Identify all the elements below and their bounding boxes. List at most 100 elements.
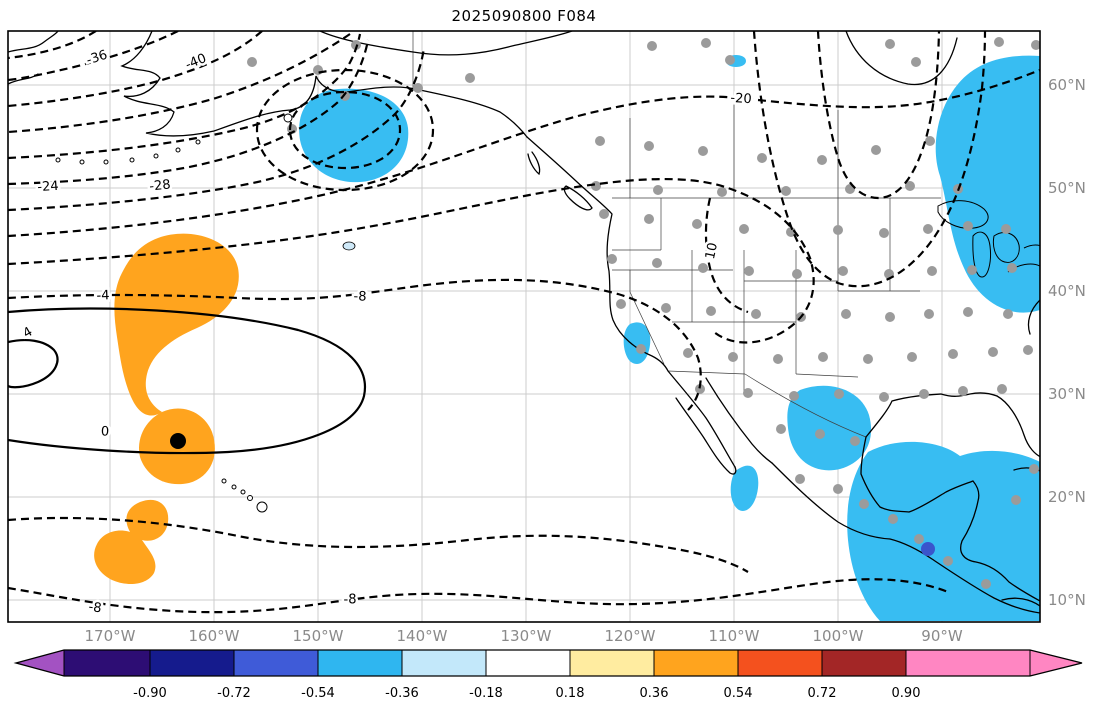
lon-tick-label: 90°W bbox=[921, 627, 963, 645]
negative-shading bbox=[730, 465, 759, 511]
island bbox=[231, 484, 237, 490]
station-dot bbox=[717, 187, 727, 197]
dashed-contour bbox=[8, 31, 97, 60]
island bbox=[256, 501, 268, 513]
negative-shading bbox=[623, 322, 651, 365]
station-dot bbox=[644, 214, 654, 224]
station-dot bbox=[1007, 263, 1017, 273]
dashed-contour bbox=[8, 177, 815, 344]
contour-label: -8 bbox=[353, 289, 366, 304]
island bbox=[79, 159, 85, 165]
lon-tick-label: 150°W bbox=[293, 627, 344, 645]
contour-label: -4 bbox=[96, 288, 109, 303]
station-dot bbox=[834, 389, 844, 399]
station-dot bbox=[994, 37, 1004, 47]
colorbar-tick-label: -0.18 bbox=[469, 686, 503, 701]
island bbox=[195, 139, 201, 145]
lake-outline bbox=[937, 200, 989, 229]
station-dot bbox=[914, 534, 924, 544]
island bbox=[103, 159, 109, 165]
station-dot bbox=[981, 579, 991, 589]
station-dot bbox=[815, 429, 825, 439]
station-dot bbox=[943, 556, 953, 566]
contour-label: 10 bbox=[703, 241, 721, 260]
station-dot bbox=[838, 266, 848, 276]
blue-dot-marker bbox=[921, 542, 935, 556]
station-dot bbox=[247, 57, 257, 67]
station-dot bbox=[692, 219, 702, 229]
station-dot bbox=[661, 303, 671, 313]
contour-label: -28 bbox=[149, 177, 172, 194]
station-dot bbox=[607, 254, 617, 264]
station-dot bbox=[818, 352, 828, 362]
contour-label: -36 bbox=[85, 48, 110, 69]
lat-tick-label: 10°N bbox=[1048, 591, 1086, 609]
lon-tick-label: 140°W bbox=[397, 627, 448, 645]
station-dot bbox=[1003, 309, 1013, 319]
station-dot bbox=[757, 153, 767, 163]
station-dot bbox=[907, 352, 917, 362]
station-dot bbox=[919, 389, 929, 399]
colorbar-band bbox=[738, 650, 822, 676]
station-dot bbox=[776, 424, 786, 434]
station-dot bbox=[792, 269, 802, 279]
colorbar-right-arrow bbox=[1030, 650, 1082, 676]
lon-tick-label: 120°W bbox=[605, 627, 656, 645]
dashed-contour bbox=[8, 31, 263, 108]
dashed-contour bbox=[8, 39, 370, 186]
station-dot bbox=[701, 38, 711, 48]
dashed-contour bbox=[816, 31, 941, 200]
dashed-contour bbox=[255, 68, 435, 192]
negative-shading bbox=[847, 441, 1040, 621]
station-dot bbox=[751, 309, 761, 319]
colorbar-left-arrow bbox=[16, 650, 64, 676]
station-dot bbox=[879, 392, 889, 402]
station-dot bbox=[911, 57, 921, 67]
dashed-contour bbox=[8, 578, 949, 614]
dashed-contour bbox=[8, 33, 362, 160]
station-dot bbox=[616, 299, 626, 309]
colorbar-tick-label: 0.72 bbox=[808, 686, 837, 701]
lon-tick-label: 110°W bbox=[709, 627, 760, 645]
colorbar-tick-label: 0.18 bbox=[556, 686, 585, 701]
station-dot bbox=[988, 347, 998, 357]
station-dot bbox=[948, 349, 958, 359]
lat-tick-label: 60°N bbox=[1048, 76, 1086, 94]
station-dot bbox=[743, 388, 753, 398]
station-dot bbox=[1023, 345, 1033, 355]
dashed-contour bbox=[8, 68, 1040, 238]
station-dot bbox=[351, 40, 361, 50]
island bbox=[153, 153, 159, 159]
station-dot bbox=[1031, 40, 1040, 50]
station-dot bbox=[706, 306, 716, 316]
dashed-contour bbox=[288, 90, 402, 170]
station-dot bbox=[698, 146, 708, 156]
island bbox=[129, 157, 135, 163]
colorbar-band bbox=[822, 650, 906, 676]
station-dot bbox=[595, 136, 605, 146]
contour-label: 0 bbox=[101, 424, 110, 439]
station-dot bbox=[744, 266, 754, 276]
negative-shading bbox=[787, 385, 872, 471]
island bbox=[240, 489, 246, 495]
colorbar-band bbox=[318, 650, 402, 676]
station-dot bbox=[465, 73, 475, 83]
station-dot bbox=[841, 309, 851, 319]
lat-tick-label: 40°N bbox=[1048, 282, 1086, 300]
lat-tick-label: 50°N bbox=[1048, 179, 1086, 197]
island bbox=[55, 157, 61, 163]
colorbar-tick-label: -0.36 bbox=[385, 686, 419, 701]
markers bbox=[170, 433, 935, 556]
dashed-contour bbox=[8, 516, 749, 573]
state-borders bbox=[412, 31, 941, 438]
station-dot bbox=[885, 312, 895, 322]
station-dot bbox=[833, 225, 843, 235]
colorbar-tick-label: 0.36 bbox=[640, 686, 669, 701]
colorbar-band bbox=[570, 650, 654, 676]
positive-shading bbox=[114, 233, 239, 416]
colorbar: -0.90 -0.72 -0.54 -0.36 -0.18 0.18 0.36 0.54 0.7… bbox=[13, 649, 1083, 701]
contour-label: -20 bbox=[730, 91, 752, 107]
colorbar-tick-label: 0.54 bbox=[724, 686, 753, 701]
shaded-regions bbox=[94, 55, 1040, 621]
